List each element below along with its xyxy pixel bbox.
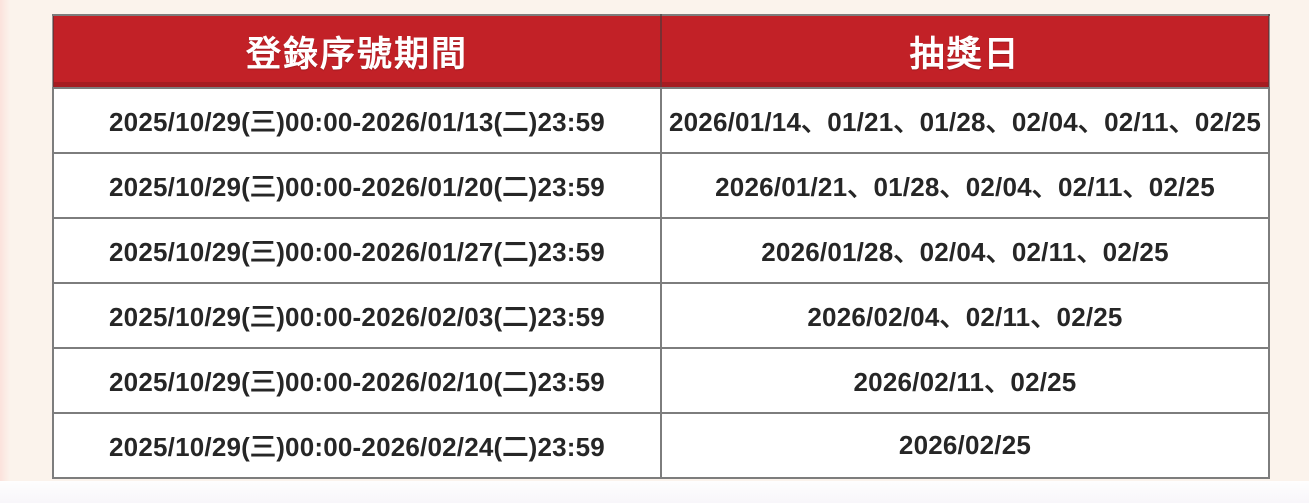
draw-dates-cell: 2026/02/04、02/11、02/25 bbox=[660, 282, 1270, 349]
period-cell: 2025/10/29(三)00:00-2026/02/24(二)23:59 bbox=[52, 412, 662, 479]
table-row: 2025/10/29(三)00:00-2026/02/10(二)23:59 20… bbox=[52, 347, 1270, 414]
bottom-strip bbox=[0, 481, 1309, 503]
table-row: 2025/10/29(三)00:00-2026/01/20(二)23:59 20… bbox=[52, 152, 1270, 219]
schedule-table: 登錄序號期間 抽獎日 2025/10/29(三)00:00-2026/01/13… bbox=[52, 14, 1270, 479]
draw-dates-cell: 2026/01/28、02/04、02/11、02/25 bbox=[660, 217, 1270, 284]
table-row: 2025/10/29(三)00:00-2026/02/03(二)23:59 20… bbox=[52, 282, 1270, 349]
table-header-row: 登錄序號期間 抽獎日 bbox=[52, 14, 1270, 89]
draw-dates-cell: 2026/01/21、01/28、02/04、02/11、02/25 bbox=[660, 152, 1270, 219]
draw-dates-cell: 2026/02/11、02/25 bbox=[660, 347, 1270, 414]
period-cell: 2025/10/29(三)00:00-2026/02/10(二)23:59 bbox=[52, 347, 662, 414]
period-cell: 2025/10/29(三)00:00-2026/01/13(二)23:59 bbox=[52, 87, 662, 154]
table-row: 2025/10/29(三)00:00-2026/01/27(二)23:59 20… bbox=[52, 217, 1270, 284]
period-cell: 2025/10/29(三)00:00-2026/01/27(二)23:59 bbox=[52, 217, 662, 284]
draw-dates-cell: 2026/02/25 bbox=[660, 412, 1270, 479]
period-cell: 2025/10/29(三)00:00-2026/01/20(二)23:59 bbox=[52, 152, 662, 219]
left-edge-tint bbox=[0, 0, 10, 503]
column-header-registration-period: 登錄序號期間 bbox=[52, 14, 662, 89]
period-cell: 2025/10/29(三)00:00-2026/02/03(二)23:59 bbox=[52, 282, 662, 349]
table-row: 2025/10/29(三)00:00-2026/02/24(二)23:59 20… bbox=[52, 412, 1270, 479]
table-row: 2025/10/29(三)00:00-2026/01/13(二)23:59 20… bbox=[52, 87, 1270, 154]
draw-dates-cell: 2026/01/14、01/21、01/28、02/04、02/11、02/25 bbox=[660, 87, 1270, 154]
column-header-draw-date: 抽獎日 bbox=[660, 14, 1270, 89]
schedule-table-panel: 登錄序號期間 抽獎日 2025/10/29(三)00:00-2026/01/13… bbox=[52, 14, 1270, 479]
